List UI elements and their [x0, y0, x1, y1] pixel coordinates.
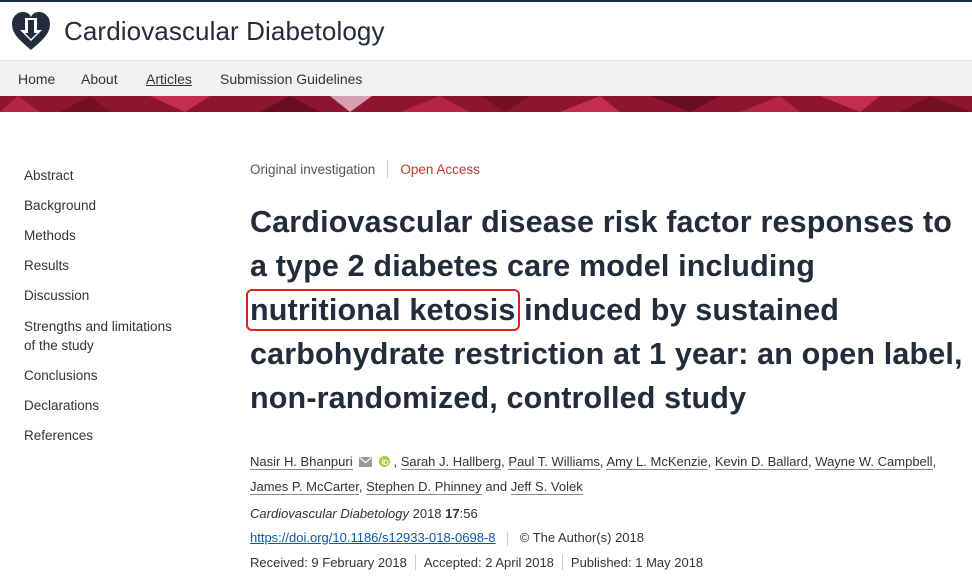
main-nav: Home About Articles Submission Guideline… [0, 60, 972, 96]
date-published: Published: 1 May 2018 [570, 554, 704, 570]
decorative-banner [0, 96, 972, 112]
doi-link[interactable]: https://doi.org/10.1186/s12933-018-0698-… [250, 530, 496, 545]
citation-article-number: :56 [459, 506, 478, 521]
article-type: Original investigation [250, 161, 376, 177]
site-title[interactable]: Cardiovascular Diabetology [64, 15, 385, 46]
sidebar-item-methods[interactable]: Methods [24, 228, 76, 243]
open-access-badge: Open Access [400, 161, 480, 177]
nav-articles[interactable]: Articles [146, 71, 192, 87]
author-link[interactable]: Sarah J. Hallberg [400, 454, 502, 470]
article-dates: Received: 9 February 2018 Accepted: 2 Ap… [250, 554, 703, 570]
citation-line: Cardiovascular Diabetology 2018 17:56 [250, 506, 478, 521]
author-link[interactable]: Nasir H. Bhanpuri [250, 454, 353, 470]
author-link[interactable]: Kevin D. Ballard [714, 454, 809, 470]
sidebar-item-background[interactable]: Background [24, 198, 97, 213]
doi-divider [507, 531, 509, 546]
sidebar-item-declarations[interactable]: Declarations [24, 398, 100, 413]
top-rule [0, 0, 972, 2]
copyright: © The Author(s) 2018 [519, 530, 644, 545]
site-header: Cardiovascular Diabetology [8, 8, 385, 54]
sidebar-item-references[interactable]: References [24, 428, 94, 443]
sidebar-item-abstract[interactable]: Abstract [24, 168, 74, 183]
citation-year: 2018 [412, 506, 442, 521]
author-link[interactable]: Stephen D. Phinney [366, 478, 482, 495]
sidebar-item-results[interactable]: Results [24, 258, 70, 273]
article-sidebar: Abstract Background Methods Results Disc… [24, 166, 194, 445]
citation-volume: 17 [445, 506, 460, 521]
heart-logo-icon[interactable] [8, 8, 54, 54]
author-link[interactable]: James P. McCarter [250, 478, 359, 495]
orcid-icon[interactable] [378, 451, 390, 475]
article-meta: Original investigation Open Access [250, 160, 480, 178]
author-link[interactable]: Paul T. Williams [508, 454, 600, 470]
journal-name: Cardiovascular Diabetology [250, 506, 409, 521]
sidebar-item-conclusions[interactable]: Conclusions [24, 368, 98, 383]
sidebar-item-discussion[interactable]: Discussion [24, 288, 90, 303]
doi-line: https://doi.org/10.1186/s12933-018-0698-… [250, 530, 644, 546]
title-part-before: Cardiovascular disease risk factor respo… [250, 205, 953, 283]
authors-and: and [485, 478, 508, 494]
nav-home[interactable]: Home [18, 71, 56, 87]
nav-about[interactable]: About [81, 71, 118, 87]
date-accepted: Accepted: 2 April 2018 [423, 554, 554, 570]
author-link[interactable]: Jeff S. Volek [510, 478, 583, 495]
author-list: Nasir H. Bhanpuri , Sarah J. Hallberg, P… [250, 450, 965, 499]
title-part-after: induced by sustained carbohydrate restri… [250, 293, 963, 415]
author-link[interactable]: Wayne W. Campbell [815, 454, 933, 470]
article-title: Cardiovascular disease risk factor respo… [246, 200, 965, 420]
date-divider [414, 554, 416, 570]
banner-pattern [0, 96, 972, 112]
meta-divider [387, 160, 389, 178]
sidebar-item-strengths-and-limitations[interactable]: Strengths and limitations of the study [24, 319, 172, 353]
date-received: Received: 9 February 2018 [250, 554, 407, 570]
author-link[interactable]: Amy L. McKenzie [606, 454, 708, 470]
title-highlighted-phrase: nutritional ketosis [246, 289, 520, 331]
date-divider [561, 554, 563, 570]
email-icon[interactable] [359, 451, 373, 475]
nav-submission-guidelines[interactable]: Submission Guidelines [220, 71, 363, 87]
